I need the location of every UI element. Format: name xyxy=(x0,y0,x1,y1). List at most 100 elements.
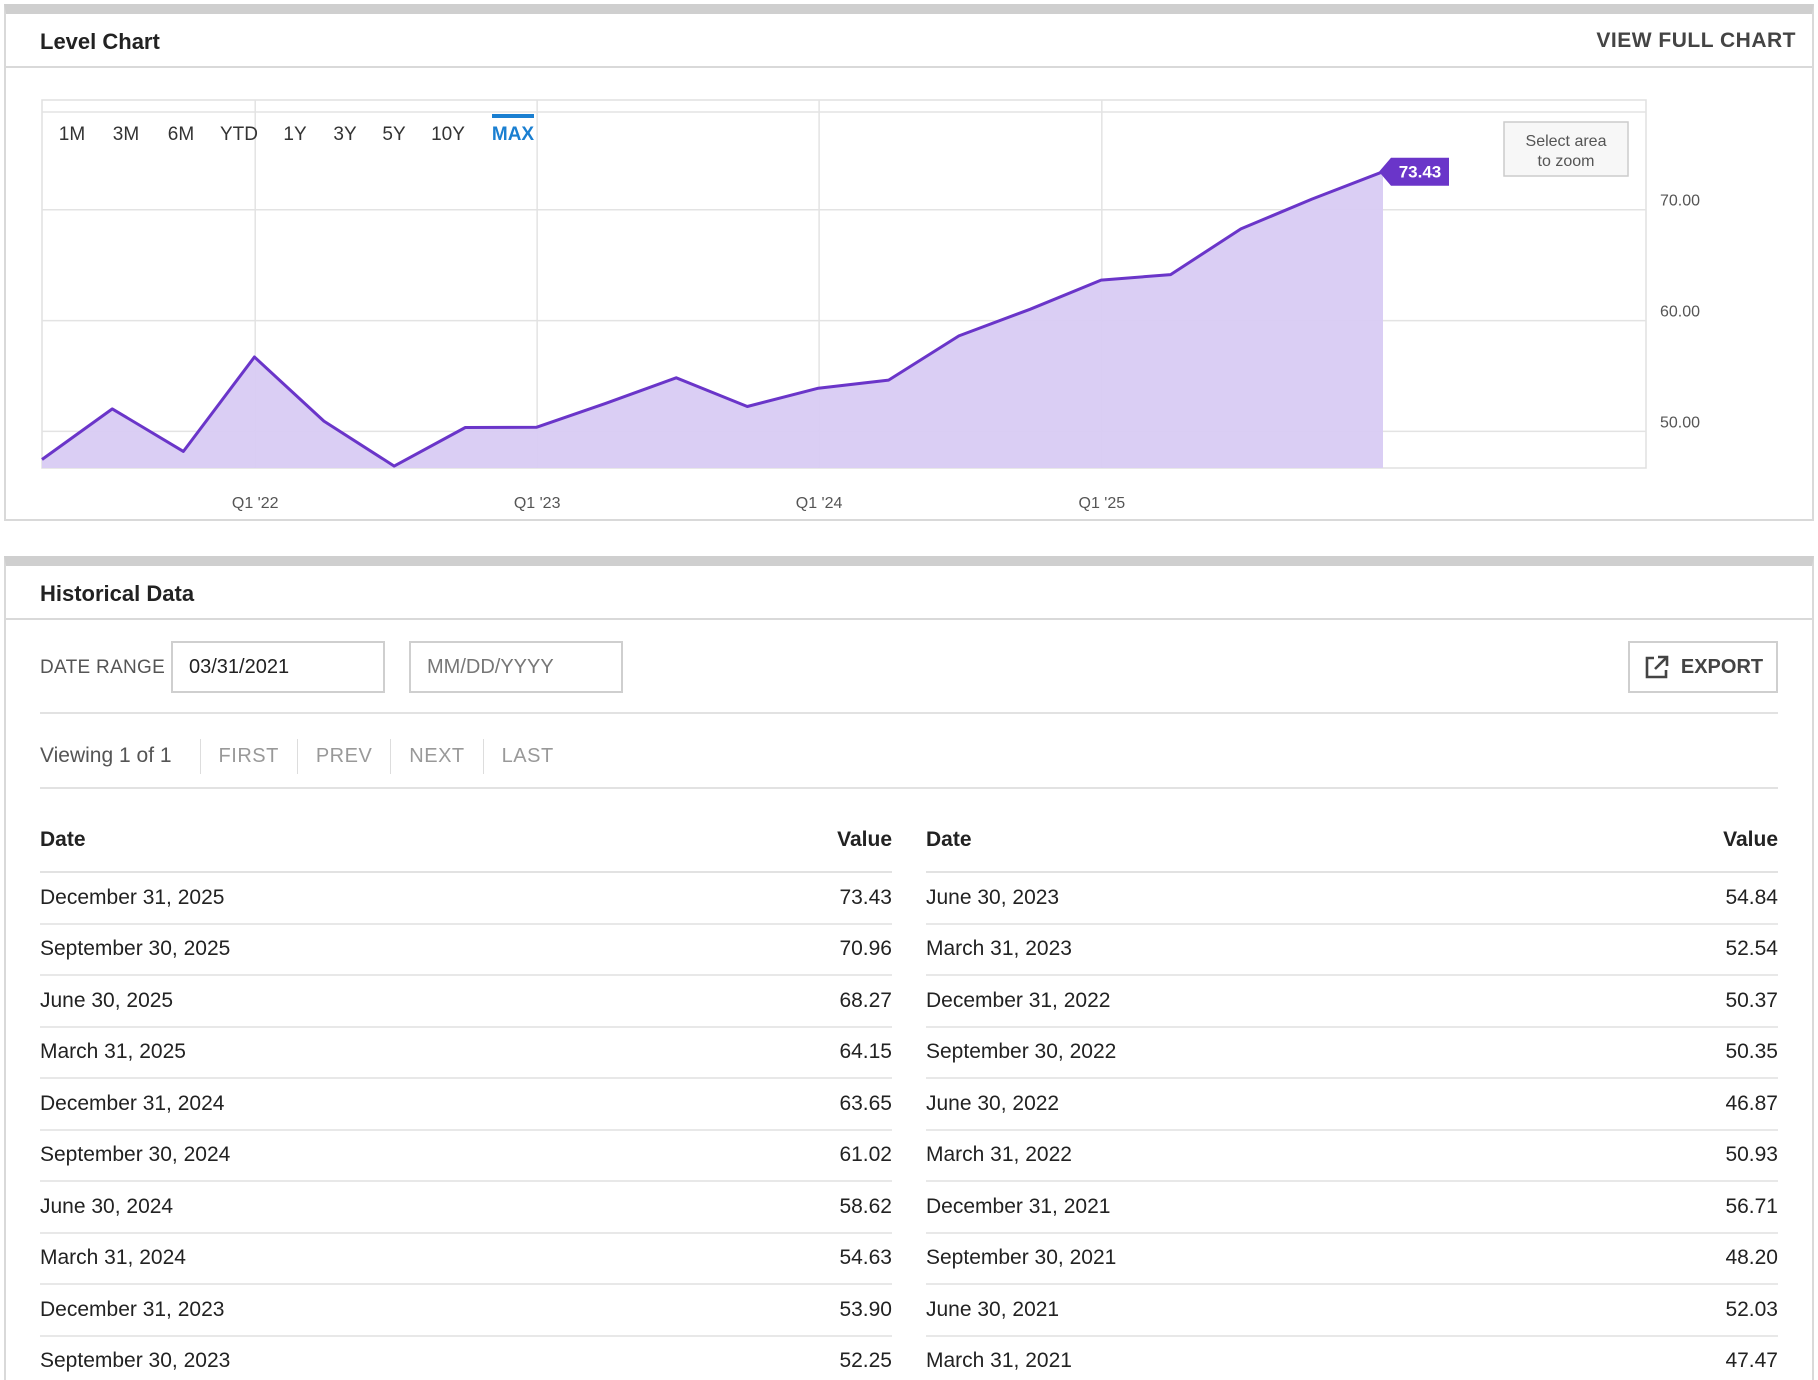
x-tick-label: Q1 '25 xyxy=(1079,495,1126,512)
row-value: 61.02 xyxy=(839,1143,892,1167)
row-value: 58.62 xyxy=(839,1194,892,1218)
date-column-header: Date xyxy=(926,828,972,851)
last-value-flag xyxy=(1379,157,1449,186)
row-date: September 30, 2023 xyxy=(40,1349,231,1373)
table-row: December 31, 2024 63.65 xyxy=(40,1079,892,1131)
value-column-header: Value xyxy=(837,828,892,851)
row-value: 47.47 xyxy=(1725,1349,1778,1373)
range-button-1m[interactable]: 1M xyxy=(59,124,85,145)
range-button-1y[interactable]: 1Y xyxy=(283,124,307,145)
range-button-max[interactable]: MAX xyxy=(492,124,535,145)
historical-table-right: Date Value June 30, 2023 54.84 March 31, 2… xyxy=(926,809,1778,1380)
level-chart[interactable]: Q1 '22 Q1 '23 Q1 '24 Q1 '2550.0060.0070.00 … xyxy=(6,70,1812,521)
row-value: 52.54 xyxy=(1725,937,1778,961)
table-row: March 31, 2023 52.54 xyxy=(926,925,1778,976)
row-date: June 30, 2021 xyxy=(926,1297,1060,1321)
table-row: June 30, 2025 68.27 xyxy=(40,976,892,1028)
row-date: March 31, 2021 xyxy=(926,1349,1072,1373)
area-fill xyxy=(42,171,1383,468)
table-row: September 30, 2021 48.20 xyxy=(926,1234,1778,1285)
first-page-button[interactable]: FIRST xyxy=(199,738,297,774)
last-value-label: 73.43 xyxy=(1399,163,1442,182)
range-button-5y[interactable]: 5Y xyxy=(382,124,406,145)
range-button-6m[interactable]: 6M xyxy=(168,124,194,145)
table-row: September 30, 2022 50.35 xyxy=(926,1028,1778,1079)
row-date: December 31, 2023 xyxy=(40,1297,225,1321)
table-header: Date Value xyxy=(40,809,892,873)
historical-title: Historical Data xyxy=(40,581,195,606)
view-full-chart-link[interactable]: VIEW FULL CHART xyxy=(1596,29,1796,52)
filter-divider xyxy=(40,712,1778,714)
table-row: December 31, 2021 56.71 xyxy=(926,1182,1778,1234)
row-date: March 31, 2024 xyxy=(40,1246,186,1270)
table-header: Date Value xyxy=(926,809,1778,873)
historical-table-left: Date Value December 31, 2025 73.43 Septemb… xyxy=(40,809,892,1380)
row-date: September 30, 2024 xyxy=(40,1143,231,1167)
prev-page-button[interactable]: PREV xyxy=(296,738,390,774)
row-value: 64.15 xyxy=(839,1040,892,1064)
row-value: 73.43 xyxy=(839,885,892,909)
y-tick-label: 50.00 xyxy=(1660,414,1700,431)
row-value: 54.84 xyxy=(1725,885,1778,909)
row-date: March 31, 2022 xyxy=(926,1143,1072,1167)
table-row: December 31, 2022 50.37 xyxy=(926,976,1778,1028)
table-row: September 30, 2024 61.02 xyxy=(40,1131,892,1182)
table-row: September 30, 2023 52.25 xyxy=(40,1337,892,1380)
next-page-button[interactable]: NEXT xyxy=(390,738,482,774)
table-row: June 30, 2022 46.87 xyxy=(926,1079,1778,1131)
row-date: December 31, 2024 xyxy=(40,1091,225,1115)
row-date: September 30, 2022 xyxy=(926,1040,1117,1064)
row-value: 50.93 xyxy=(1725,1143,1778,1167)
x-tick-label: Q1 '23 xyxy=(514,495,561,512)
range-button-10y[interactable]: 10Y xyxy=(431,124,465,145)
range-button-3y[interactable]: 3Y xyxy=(333,124,357,145)
row-date: June 30, 2025 xyxy=(40,988,174,1012)
range-button-ytd[interactable]: YTD xyxy=(220,124,258,145)
row-value: 48.20 xyxy=(1725,1246,1778,1270)
table-row: March 31, 2024 54.63 xyxy=(40,1234,892,1285)
level-chart-panel: Level Chart VIEW FULL CHART Q1 '22 Q1 '23… xyxy=(4,4,1814,521)
range-active-indicator xyxy=(492,114,534,118)
table-row: December 31, 2023 53.90 xyxy=(40,1285,892,1337)
export-button[interactable]: EXPORT xyxy=(1628,641,1778,693)
row-date: September 30, 2025 xyxy=(40,937,231,961)
row-value: 53.90 xyxy=(839,1297,892,1321)
viewing-status: Viewing 1 of 1 xyxy=(40,744,172,767)
zoom-hint-line1: Select area xyxy=(1526,133,1607,150)
chart-plot xyxy=(41,170,1384,468)
pager-divider xyxy=(40,787,1778,789)
table-row: June 30, 2023 54.84 xyxy=(926,873,1778,925)
from-date-input[interactable] xyxy=(171,641,385,693)
last-value-marker: 73.43 xyxy=(1379,157,1449,186)
range-button-3m[interactable]: 3M xyxy=(113,124,139,145)
value-column-header: Value xyxy=(1723,828,1778,851)
to-date-input[interactable] xyxy=(409,641,623,693)
external-link-icon xyxy=(1645,655,1669,679)
row-date: December 31, 2021 xyxy=(926,1194,1111,1218)
row-date: June 30, 2022 xyxy=(926,1091,1060,1115)
date-range-filter: DATE RANGE EXPORT xyxy=(40,641,1778,695)
historical-header: Historical Data xyxy=(6,566,1812,620)
row-date: September 30, 2021 xyxy=(926,1246,1117,1270)
series-line xyxy=(41,170,1384,468)
row-date: December 31, 2022 xyxy=(926,988,1111,1012)
table-row: March 31, 2025 64.15 xyxy=(40,1028,892,1079)
historical-data-panel: Historical Data DATE RANGE EXPORT Viewin… xyxy=(4,556,1814,1380)
table-body-left: December 31, 2025 73.43 September 30, 2025… xyxy=(40,873,892,1380)
row-value: 56.71 xyxy=(1725,1194,1778,1218)
x-tick-label: Q1 '24 xyxy=(796,495,843,512)
table-row: June 30, 2024 58.62 xyxy=(40,1182,892,1234)
row-value: 54.63 xyxy=(839,1246,892,1270)
row-value: 63.65 xyxy=(839,1091,892,1115)
last-page-button[interactable]: LAST xyxy=(482,738,572,774)
row-date: March 31, 2023 xyxy=(926,937,1072,961)
row-value: 50.35 xyxy=(1725,1040,1778,1064)
date-column-header: Date xyxy=(40,828,86,851)
y-tick-label: 60.00 xyxy=(1660,304,1700,321)
table-body-right: June 30, 2023 54.84 March 31, 2023 52.54 Dec… xyxy=(926,873,1778,1380)
table-row: March 31, 2021 47.47 xyxy=(926,1337,1778,1380)
row-value: 52.03 xyxy=(1725,1297,1778,1321)
date-range-label: DATE RANGE xyxy=(40,657,166,678)
x-tick-label: Q1 '22 xyxy=(232,495,279,512)
table-row: June 30, 2021 52.03 xyxy=(926,1285,1778,1337)
